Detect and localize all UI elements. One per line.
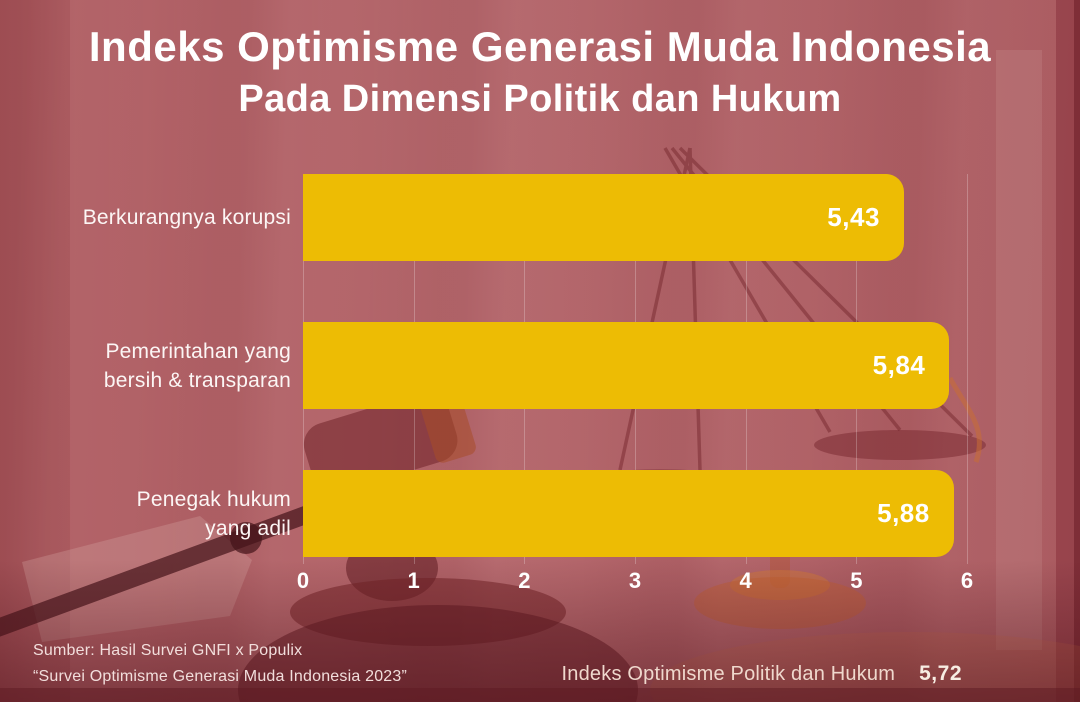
bottom-shade bbox=[0, 560, 1080, 702]
x-axis: 0 1 2 3 4 5 6 bbox=[297, 568, 973, 598]
window-panel bbox=[996, 50, 1042, 650]
bar-value-label: 5,88 bbox=[877, 498, 930, 528]
bar-row-berkurangnya-korupsi: Berkurangnya korupsi 5,43 bbox=[83, 174, 967, 261]
x-tick-2: 2 bbox=[518, 568, 531, 593]
x-tick-3: 3 bbox=[628, 568, 642, 593]
category-label-line: yang adil bbox=[205, 516, 291, 540]
chart-title: Indeks Optimisme Generasi Muda Indonesia… bbox=[0, 23, 1080, 121]
bottom-strip bbox=[0, 688, 1080, 702]
bar: 5,84 bbox=[303, 322, 950, 409]
copper-chain bbox=[947, 376, 982, 463]
bar-value-label: 5,43 bbox=[827, 202, 880, 232]
title-line-2: Pada Dimensi Politik dan Hukum bbox=[238, 78, 842, 121]
plot-area: Berkurangnya korupsi 5,43 Pemerintahan y… bbox=[83, 174, 973, 604]
x-tick-5: 5 bbox=[850, 568, 863, 593]
title-line-1: Indeks Optimisme Generasi Muda Indonesia bbox=[88, 23, 992, 70]
bar: 5,43 bbox=[303, 174, 904, 261]
category-label-line: Berkurangnya korupsi bbox=[82, 206, 291, 229]
bar: 5,88 bbox=[303, 470, 954, 557]
category-label-line: Pemerintahan yang bbox=[105, 339, 291, 363]
overall-index: Indeks Optimisme Politik dan Hukum 5,72 bbox=[562, 662, 962, 686]
overall-index-value: 5,72 bbox=[919, 662, 962, 685]
x-tick-0: 0 bbox=[296, 568, 310, 593]
overall-index-label: Indeks Optimisme Politik dan Hukum bbox=[561, 663, 896, 685]
bar-value-label: 5,84 bbox=[872, 350, 926, 380]
category-label: Berkurangnya korupsi bbox=[11, 174, 291, 261]
category-label-line: Penegak hukum bbox=[136, 487, 291, 511]
x-tick-4: 4 bbox=[739, 568, 752, 593]
category-label-line: bersih & transparan bbox=[103, 368, 291, 392]
bar-row-pemerintahan-bersih: Pemerintahan yang bersih & transparan 5,… bbox=[104, 322, 967, 409]
category-label: Penegak hukum yang adil bbox=[11, 470, 291, 557]
category-label: Pemerintahan yang bersih & transparan bbox=[11, 322, 291, 409]
right-edge-line bbox=[1074, 0, 1080, 702]
x-tick-6: 6 bbox=[960, 568, 974, 593]
bar-row-penegak-hukum: Penegak hukum yang adil 5,88 bbox=[137, 470, 967, 557]
x-tick-1: 1 bbox=[407, 568, 420, 593]
source-line-1: Sumber: Hasil Survei GNFI x Populix bbox=[33, 642, 303, 659]
source-attribution: Sumber: Hasil Survei GNFI x Populix “Sur… bbox=[33, 638, 407, 690]
gridline-6 bbox=[967, 174, 968, 564]
scale-pan-right bbox=[814, 430, 986, 460]
source-line-2: “Survei Optimisme Generasi Muda Indonesi… bbox=[33, 668, 408, 685]
